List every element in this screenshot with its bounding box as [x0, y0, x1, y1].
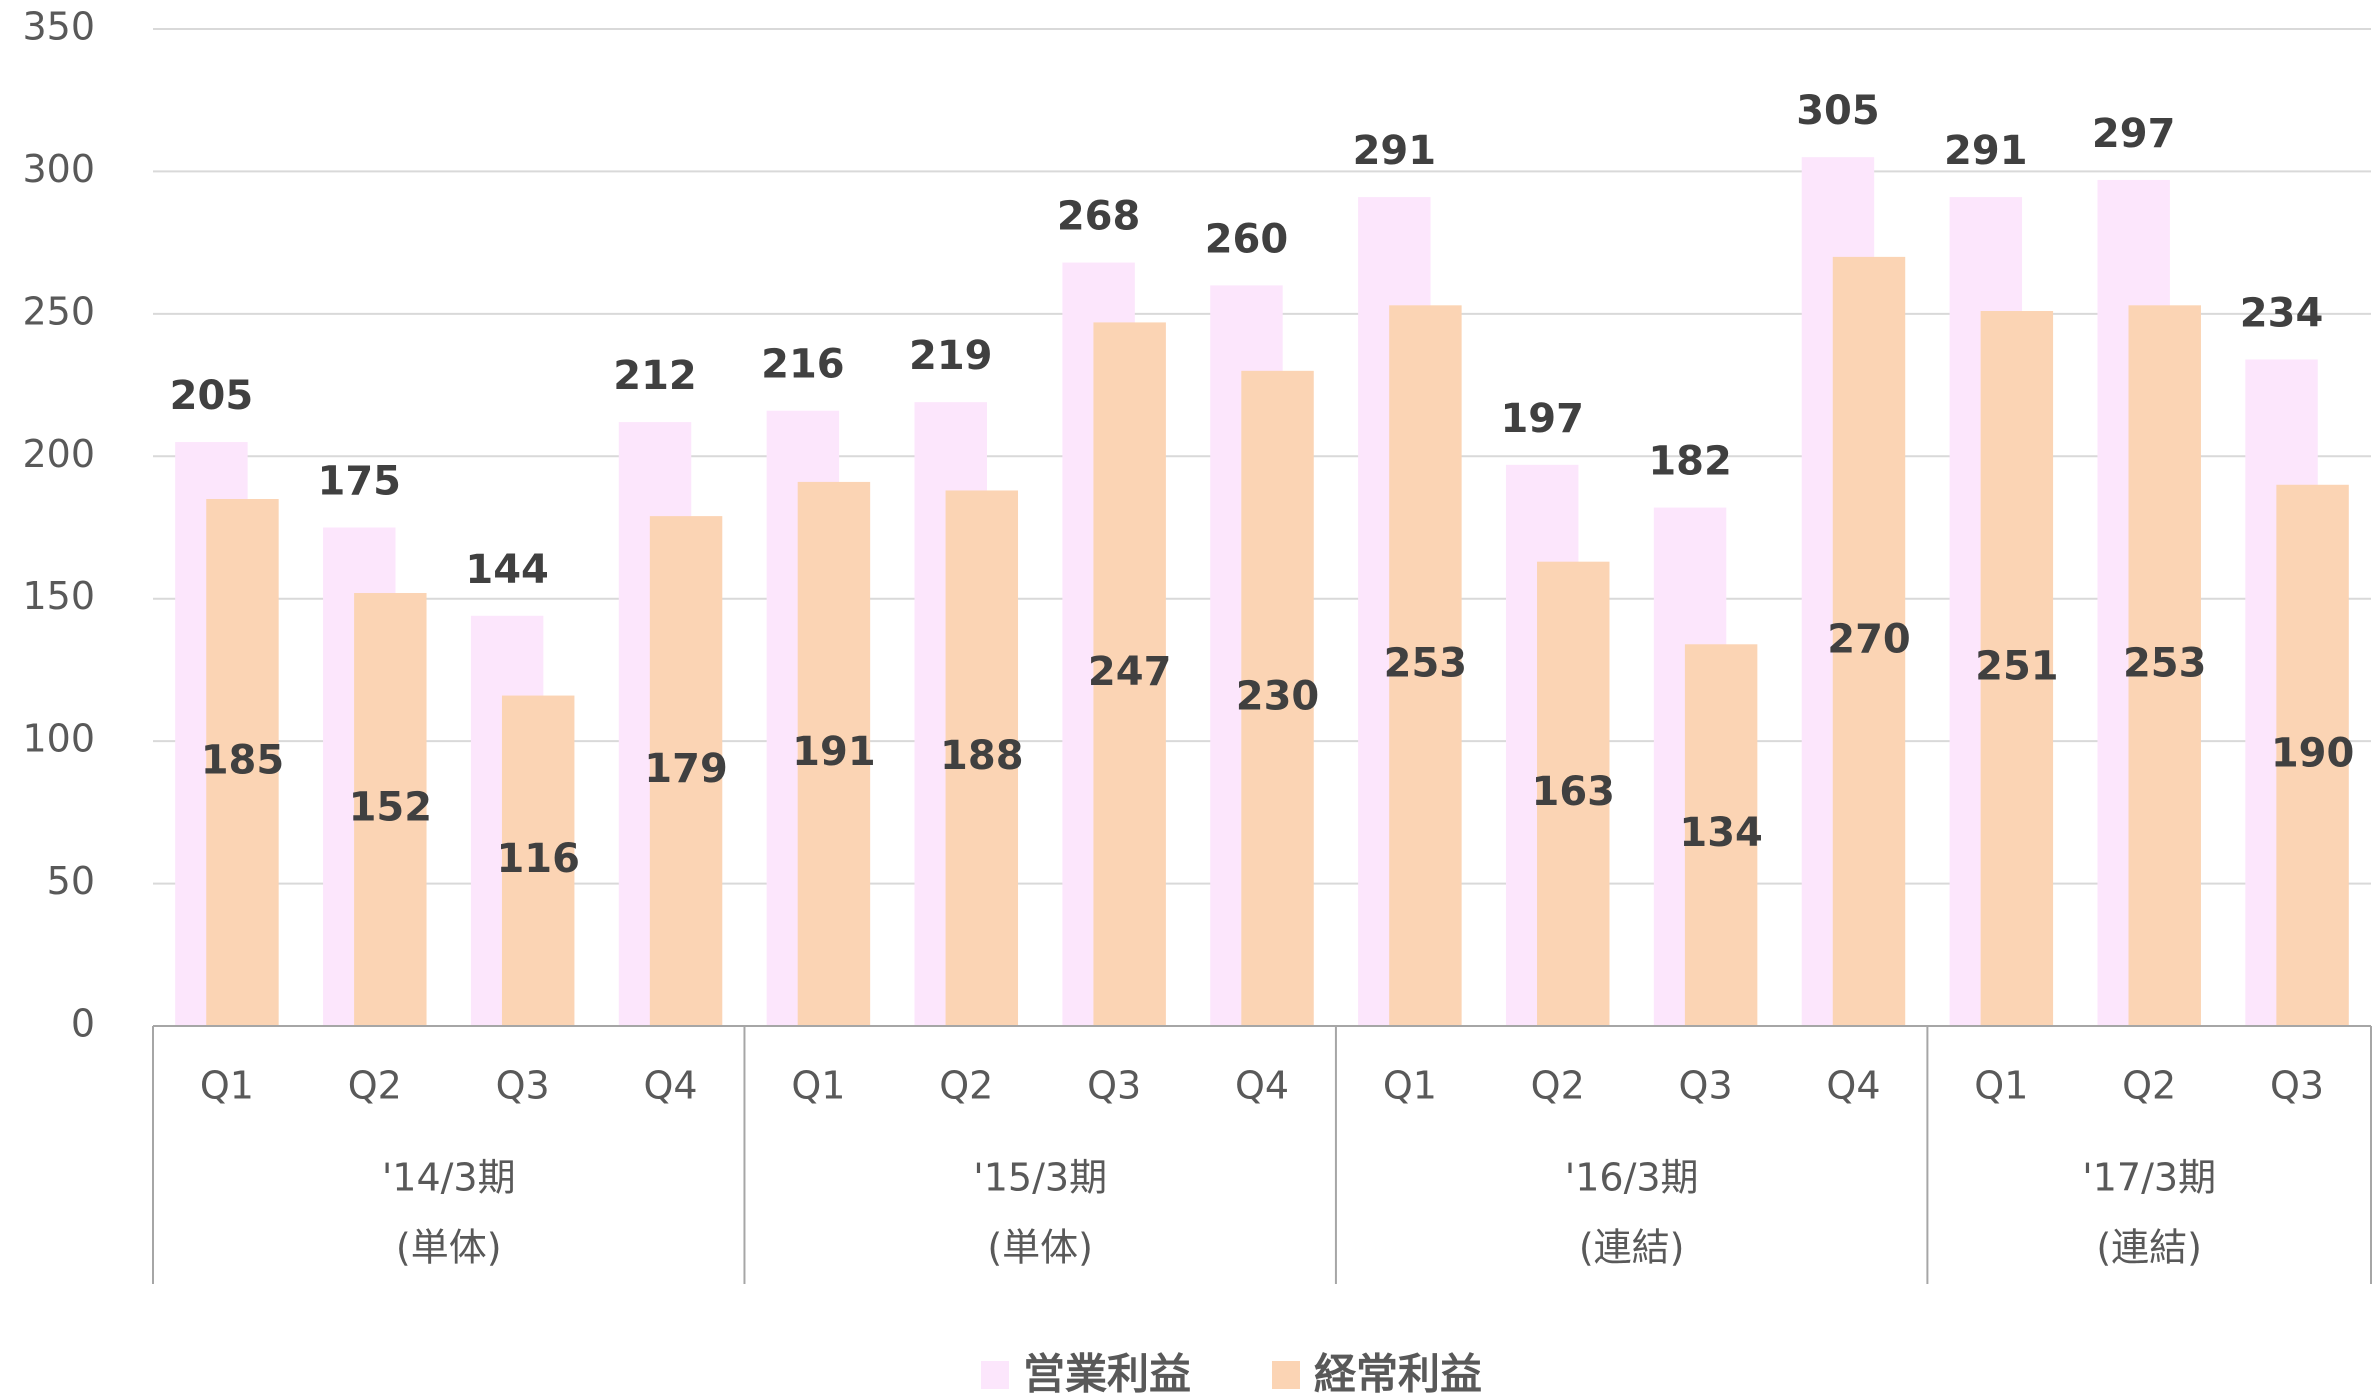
data-label: 305	[1796, 88, 1880, 134]
data-label: 251	[1975, 644, 2059, 690]
data-label: 291	[1944, 128, 2028, 174]
legend-label: 経常利益	[1314, 1350, 1482, 1398]
data-label: 212	[613, 353, 697, 399]
legend-label: 営業利益	[1023, 1350, 1191, 1398]
bar	[945, 490, 1019, 1026]
x-tick-label: Q3	[496, 1064, 550, 1108]
x-tick-label: Q1	[200, 1064, 254, 1108]
data-label: 260	[1205, 216, 1289, 262]
bar	[1537, 561, 1610, 1026]
bar	[1684, 644, 1758, 1026]
x-tick-label: Q1	[1383, 1064, 1437, 1108]
group-note: (連結)	[1579, 1226, 1685, 1270]
x-tick-label: Q3	[1087, 1064, 1141, 1108]
group-label: '14/3期	[382, 1156, 516, 1200]
bar	[1093, 322, 1166, 1027]
data-label: 185	[201, 738, 285, 784]
data-label: 190	[2271, 730, 2355, 776]
data-label: 205	[170, 373, 254, 419]
data-label: 182	[1648, 439, 1732, 485]
group-label: '17/3期	[2082, 1156, 2216, 1200]
data-label: 144	[465, 547, 549, 593]
data-label: 297	[2092, 111, 2176, 157]
data-label: 152	[349, 785, 433, 831]
x-tick-label: Q3	[1679, 1064, 1733, 1108]
legend-swatch	[981, 1361, 1009, 1389]
y-tick-label: 250	[22, 289, 95, 333]
group-note: (連結)	[2096, 1226, 2202, 1270]
bar	[1980, 311, 2054, 1027]
x-tick-label: Q4	[1235, 1064, 1289, 1108]
data-label: 191	[792, 729, 876, 775]
y-tick-label: 100	[22, 717, 95, 761]
x-tick-label: Q1	[1974, 1064, 2028, 1108]
legend-swatch	[1272, 1361, 1300, 1389]
group-label: '16/3期	[1565, 1156, 1699, 1200]
bar	[797, 481, 871, 1026]
y-tick-label: 150	[22, 574, 95, 618]
data-label: 197	[1500, 396, 1584, 442]
group-note: (単体)	[396, 1226, 502, 1270]
data-label: 188	[940, 733, 1024, 779]
data-label: 216	[761, 342, 845, 388]
bar	[206, 499, 279, 1026]
data-label: 247	[1088, 649, 1172, 695]
x-tick-label: Q4	[1826, 1064, 1880, 1108]
bar	[1832, 256, 1906, 1026]
x-tick-label: Q4	[643, 1064, 697, 1108]
data-label: 179	[644, 746, 728, 792]
bar	[649, 516, 723, 1026]
data-label: 253	[2123, 641, 2207, 687]
bar	[354, 593, 427, 1026]
bar	[1389, 305, 1462, 1027]
x-tick-label: Q2	[2122, 1064, 2176, 1108]
data-label: 134	[1679, 810, 1763, 856]
data-label: 116	[496, 836, 580, 882]
data-label: 291	[1353, 128, 1437, 174]
y-tick-label: 0	[71, 1002, 95, 1046]
x-tick-label: Q1	[791, 1064, 845, 1108]
data-label: 234	[2240, 290, 2324, 336]
data-label: 253	[1384, 641, 1468, 687]
data-label: 163	[1532, 769, 1616, 815]
bar	[501, 695, 575, 1026]
y-tick-label: 350	[22, 5, 95, 49]
x-tick-label: Q2	[348, 1064, 402, 1108]
x-tick-label: Q3	[2270, 1064, 2324, 1108]
bar	[2128, 305, 2201, 1027]
y-tick-label: 200	[22, 432, 95, 476]
data-label: 175	[318, 459, 402, 505]
y-tick-label: 50	[47, 859, 95, 903]
x-tick-label: Q2	[1531, 1064, 1585, 1108]
data-label: 230	[1236, 673, 1320, 719]
bar	[2276, 484, 2349, 1026]
data-label: 219	[909, 333, 993, 379]
bar	[1241, 370, 1314, 1026]
group-label: '15/3期	[973, 1156, 1107, 1200]
y-tick-label: 300	[22, 147, 95, 191]
x-tick-label: Q2	[939, 1064, 993, 1108]
group-note: (単体)	[987, 1226, 1093, 1270]
data-label: 268	[1057, 194, 1141, 240]
data-label: 270	[1827, 616, 1911, 662]
